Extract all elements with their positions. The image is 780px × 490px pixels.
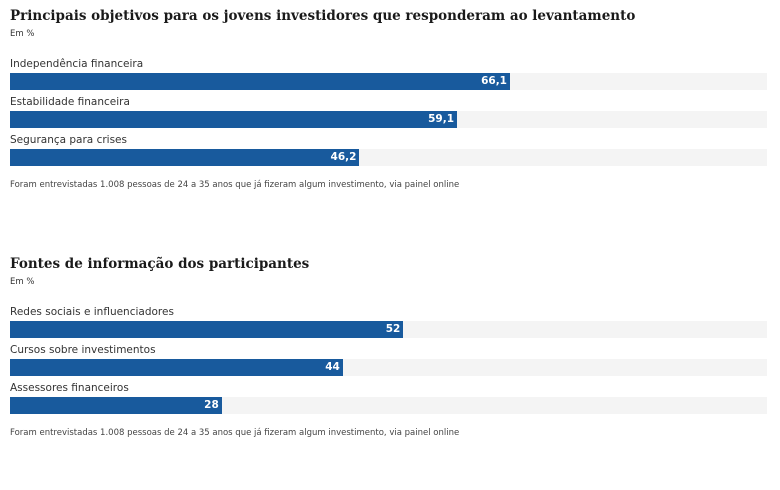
category-label: Assessores financeiros (10, 382, 129, 394)
chart-source-note: Foram entrevistadas 1.008 pessoas de 24 … (10, 180, 460, 190)
bar-track: 66,1 (10, 73, 767, 90)
bar-track: 46,2 (10, 149, 767, 166)
bar-value-label: 59,1 (428, 113, 455, 125)
bar-row: Independência financeira 66,1 (10, 57, 767, 95)
bar (10, 149, 360, 166)
bar-row: Segurança para crises 46,2 (10, 133, 767, 171)
category-label: Cursos sobre investimentos (10, 344, 156, 356)
chart-information-sources: Fontes de informação dos participantes E… (10, 254, 767, 439)
bar (10, 321, 404, 338)
bar (10, 397, 222, 414)
bar (10, 73, 510, 90)
bar-track: 52 (10, 321, 767, 338)
category-label: Independência financeira (10, 58, 144, 70)
chart-source-note: Foram entrevistadas 1.008 pessoas de 24 … (10, 428, 460, 438)
bar-value-label: 46,2 (330, 151, 357, 163)
bar-list: Redes sociais e influenciadores 52 Cursos … (10, 305, 767, 419)
bar (10, 111, 458, 128)
bar-row: Estabilidade financeira 59,1 (10, 95, 767, 133)
bar-row: Cursos sobre investimentos 44 (10, 343, 767, 381)
bar-value-label: 28 (204, 399, 219, 411)
bar-row: Redes sociais e influenciadores 52 (10, 305, 767, 343)
chart-unit: Em % (10, 277, 35, 287)
chart-unit: Em % (10, 29, 35, 39)
chart-objectives: Principais objetivos para os jovens inve… (10, 6, 767, 191)
bar-value-label: 66,1 (481, 75, 507, 87)
bar-list: Independência financeira 66,1 Estabilidade… (10, 57, 767, 171)
category-label: Segurança para crises (10, 134, 127, 146)
bar-track: 28 (10, 397, 767, 414)
bar-row: Assessores financeiros 28 (10, 381, 767, 419)
bar-track: 44 (10, 359, 767, 376)
chart-title: Fontes de informação dos participantes (10, 256, 310, 272)
bar-track: 59,1 (10, 111, 767, 128)
bar (10, 359, 343, 376)
chart-title: Principais objetivos para os jovens inve… (10, 8, 636, 24)
category-label: Redes sociais e influenciadores (10, 306, 174, 318)
bar-value-label: 44 (325, 361, 340, 373)
bar-value-label: 52 (385, 323, 401, 335)
category-label: Estabilidade financeira (10, 96, 130, 108)
